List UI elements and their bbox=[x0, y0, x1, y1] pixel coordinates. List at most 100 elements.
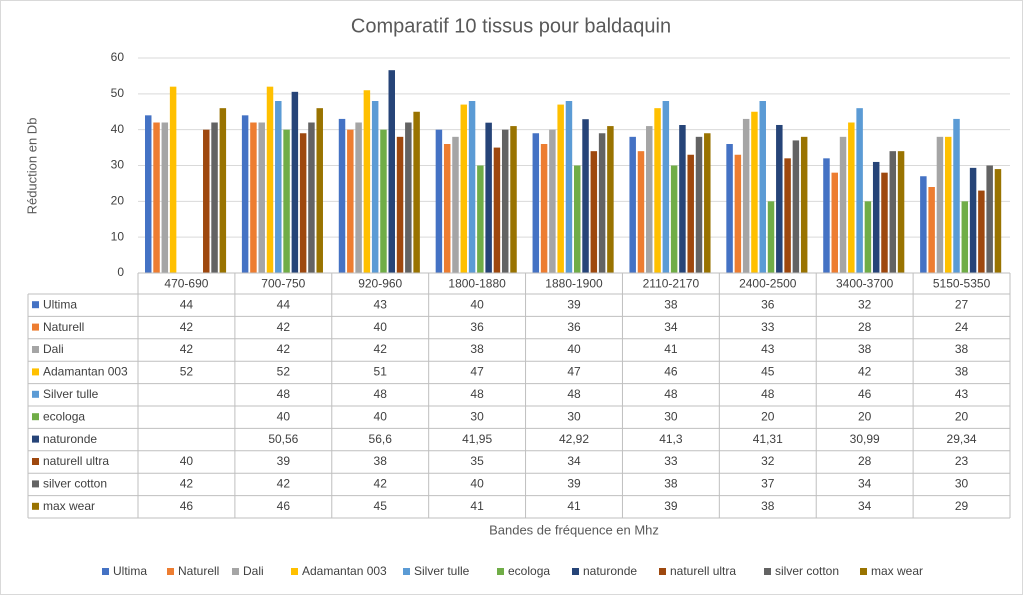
legend-key bbox=[572, 568, 579, 575]
bar bbox=[413, 111, 420, 273]
table-row-label: naturell ultra bbox=[43, 454, 109, 468]
table-cell: 51 bbox=[374, 365, 388, 379]
table-cell: 39 bbox=[567, 477, 581, 491]
bar bbox=[994, 169, 1002, 273]
table-cell: 37 bbox=[761, 477, 775, 491]
bar bbox=[969, 167, 977, 273]
bar bbox=[670, 165, 678, 273]
bar bbox=[864, 201, 872, 273]
table-cell: 24 bbox=[955, 320, 969, 334]
bar bbox=[598, 133, 606, 273]
legend-key bbox=[167, 568, 174, 575]
table-row-label: Naturell bbox=[43, 320, 84, 334]
bar bbox=[767, 201, 775, 273]
bar bbox=[742, 118, 750, 274]
table-cell: 42 bbox=[277, 342, 291, 356]
bar bbox=[388, 70, 395, 273]
bar bbox=[153, 122, 160, 273]
bar bbox=[759, 101, 766, 273]
table-cell: 42 bbox=[180, 342, 194, 356]
bar bbox=[637, 151, 645, 273]
bar bbox=[944, 136, 952, 273]
bar bbox=[695, 136, 703, 273]
table-cell: 38 bbox=[858, 342, 872, 356]
bar bbox=[751, 111, 758, 273]
table-cell: 44 bbox=[277, 297, 291, 311]
table-cell: 42 bbox=[277, 320, 291, 334]
table-cell: 52 bbox=[277, 365, 291, 379]
table-cell: 46 bbox=[277, 499, 291, 513]
table-cell: 27 bbox=[955, 297, 969, 311]
table-cell: 38 bbox=[761, 499, 775, 513]
table-cell: 46 bbox=[664, 365, 678, 379]
table-cell: 38 bbox=[955, 365, 969, 379]
bar bbox=[872, 161, 880, 273]
bar bbox=[532, 133, 540, 273]
table-cell: 56,6 bbox=[369, 432, 393, 446]
bar bbox=[881, 172, 888, 273]
bar bbox=[347, 129, 354, 273]
bar bbox=[831, 172, 838, 273]
table-row-label: max wear bbox=[43, 499, 95, 513]
table-row-label: Adamantan 003 bbox=[43, 365, 128, 379]
bar bbox=[629, 136, 636, 273]
bar bbox=[308, 122, 315, 273]
table-row-label: Ultima bbox=[43, 297, 77, 311]
table-legend-key bbox=[32, 413, 39, 421]
bar bbox=[510, 126, 517, 273]
table-cell: 41 bbox=[567, 499, 581, 513]
bar bbox=[493, 147, 501, 273]
bar bbox=[355, 122, 362, 273]
table-cell: 35 bbox=[470, 454, 484, 468]
legend-label: silver cotton bbox=[775, 564, 839, 578]
bar bbox=[266, 86, 274, 274]
bar bbox=[687, 154, 694, 273]
bar bbox=[704, 133, 711, 273]
legend-label: Naturell bbox=[178, 564, 219, 578]
table-cell: 44 bbox=[180, 297, 194, 311]
table-cell: 29 bbox=[955, 499, 969, 513]
table-cell: 33 bbox=[664, 454, 678, 468]
bar bbox=[776, 124, 783, 273]
bar bbox=[920, 176, 927, 273]
legend-label: naturell ultra bbox=[670, 564, 736, 578]
bar bbox=[443, 144, 451, 273]
table-cell: 30 bbox=[955, 477, 969, 491]
table-cell: 30 bbox=[567, 409, 581, 423]
bar bbox=[936, 136, 944, 273]
bar bbox=[371, 101, 379, 273]
table-cell: 42,92 bbox=[559, 432, 589, 446]
table-cell: 34 bbox=[858, 499, 872, 513]
table-cell: 42 bbox=[180, 477, 194, 491]
x-axis-title: Bandes de fréquence en Mhz bbox=[489, 522, 659, 537]
table-legend-key bbox=[32, 480, 39, 488]
table-cell: 36 bbox=[470, 320, 484, 334]
table-cell: 48 bbox=[277, 387, 291, 401]
legend-label: max wear bbox=[871, 564, 923, 578]
x-tick-label: 920-960 bbox=[358, 277, 402, 291]
bar bbox=[291, 91, 299, 274]
table-legend-key bbox=[32, 502, 39, 510]
table-cell: 40 bbox=[374, 320, 388, 334]
legend-key bbox=[764, 568, 771, 575]
bar bbox=[203, 129, 210, 273]
bar bbox=[549, 129, 556, 273]
table-cell: 38 bbox=[470, 342, 484, 356]
bar bbox=[590, 151, 598, 273]
bar bbox=[557, 104, 564, 273]
bar bbox=[250, 122, 257, 273]
y-tick-label: 50 bbox=[111, 86, 125, 100]
bar bbox=[800, 136, 808, 273]
table-legend-key bbox=[32, 368, 39, 376]
table-cell: 46 bbox=[180, 499, 194, 513]
bar bbox=[889, 151, 897, 273]
table-cell: 45 bbox=[374, 499, 388, 513]
y-tick-label: 40 bbox=[111, 122, 125, 136]
x-tick-label: 2110-2170 bbox=[643, 277, 700, 291]
table-cell: 23 bbox=[955, 454, 969, 468]
bar bbox=[897, 151, 905, 273]
table-cell: 43 bbox=[955, 387, 969, 401]
legend-label: Silver tulle bbox=[414, 564, 470, 578]
bar bbox=[169, 86, 177, 274]
bar bbox=[540, 144, 548, 273]
